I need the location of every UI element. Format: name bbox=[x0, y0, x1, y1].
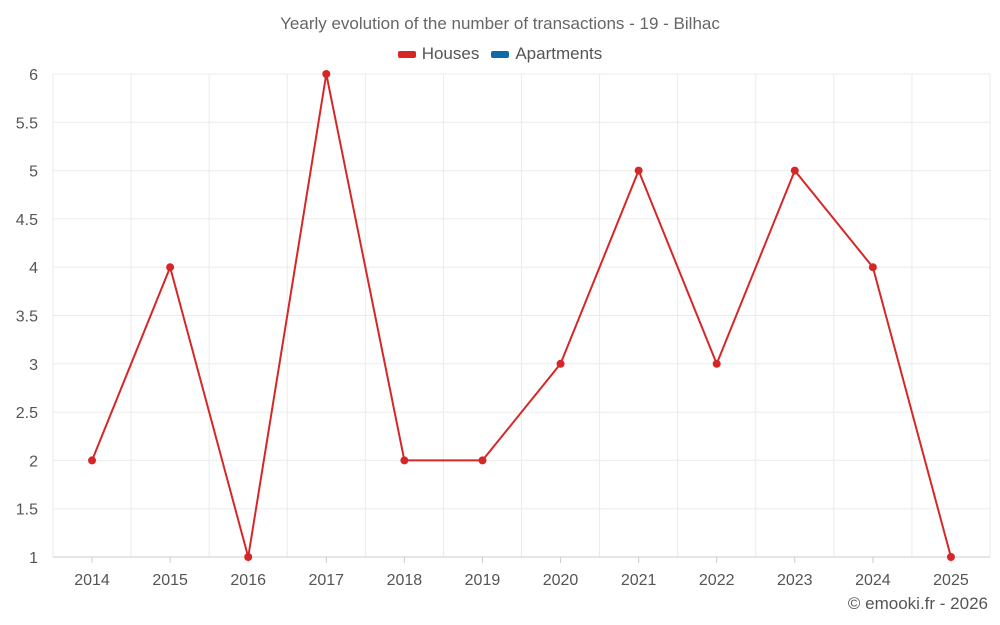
chart-legend: Houses Apartments bbox=[0, 44, 1000, 64]
x-tick-label: 2022 bbox=[699, 572, 735, 589]
y-tick-label: 1.5 bbox=[16, 502, 38, 519]
x-tick-label: 2017 bbox=[308, 572, 344, 589]
data-point[interactable] bbox=[790, 166, 799, 175]
x-tick-label: 2016 bbox=[230, 572, 266, 589]
y-tick-label: 6 bbox=[29, 67, 38, 84]
x-tick-label: 2019 bbox=[465, 572, 501, 589]
y-tick-label: 1 bbox=[29, 550, 38, 567]
x-tick-label: 2015 bbox=[152, 572, 188, 589]
data-point[interactable] bbox=[244, 553, 253, 561]
data-point[interactable] bbox=[712, 359, 721, 368]
data-point[interactable] bbox=[946, 553, 955, 561]
legend-item-houses[interactable]: Houses bbox=[397, 44, 480, 64]
data-point[interactable] bbox=[556, 359, 565, 368]
legend-item-apartments[interactable]: Apartments bbox=[491, 44, 602, 64]
data-point[interactable] bbox=[322, 70, 331, 78]
grid-lines bbox=[52, 73, 991, 558]
y-tick-label: 5.5 bbox=[16, 115, 38, 132]
y-tick-label: 3 bbox=[29, 357, 38, 374]
credit-text: © emooki.fr - 2026 bbox=[847, 594, 988, 613]
legend-label-apartments: Apartments bbox=[515, 44, 603, 63]
series-line-houses bbox=[91, 73, 952, 558]
series-layer bbox=[88, 70, 955, 561]
data-point[interactable] bbox=[166, 263, 175, 272]
y-tick-label: 5 bbox=[29, 164, 38, 181]
legend-swatch-apartments bbox=[491, 50, 510, 58]
axes: 1 1.5 2 2.5 3 3.5 4 4.5 5 5.5 6 2014 2015 2016 2017 201… bbox=[16, 67, 990, 589]
y-tick-label: 3.5 bbox=[16, 309, 38, 326]
y-tick-label: 2.5 bbox=[16, 405, 38, 422]
data-point[interactable] bbox=[88, 456, 97, 465]
data-point[interactable] bbox=[400, 456, 409, 465]
legend-label-houses: Houses bbox=[421, 44, 480, 63]
data-point[interactable] bbox=[868, 263, 877, 272]
y-tick-label: 4.5 bbox=[16, 212, 38, 229]
x-tick-label: 2025 bbox=[933, 572, 969, 589]
legend-swatch-houses bbox=[397, 50, 416, 58]
data-point[interactable] bbox=[634, 166, 643, 175]
x-tick-label: 2020 bbox=[543, 572, 579, 589]
data-point[interactable] bbox=[478, 456, 487, 465]
y-tick-label: 4 bbox=[29, 260, 38, 277]
x-tick-label: 2014 bbox=[74, 572, 110, 589]
chart-title: Yearly evolution of the number of transa… bbox=[280, 14, 720, 33]
x-tick-label: 2024 bbox=[855, 572, 891, 589]
y-tick-label: 2 bbox=[29, 453, 38, 470]
x-tick-label: 2021 bbox=[621, 572, 657, 589]
x-tick-label: 2018 bbox=[387, 572, 423, 589]
x-tick-label: 2023 bbox=[777, 572, 813, 589]
